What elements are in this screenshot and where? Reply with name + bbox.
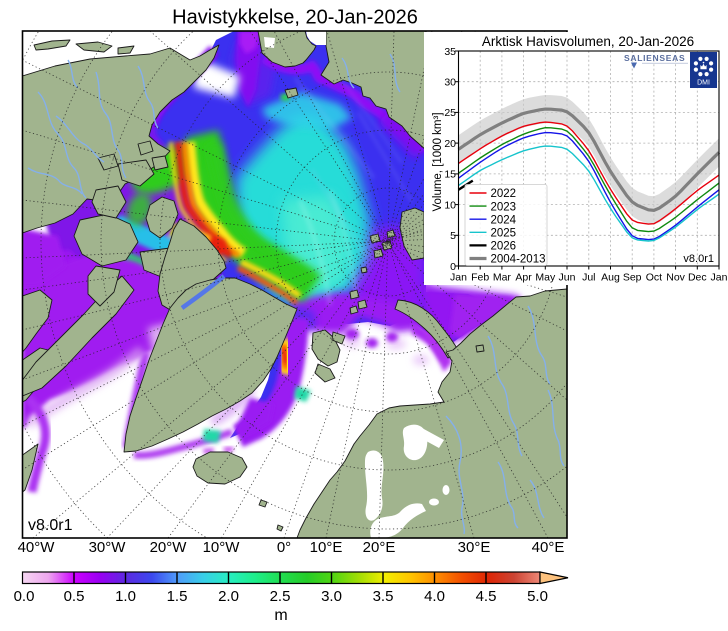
svg-text:2023: 2023	[491, 201, 517, 213]
svg-text:2.5: 2.5	[270, 588, 291, 605]
svg-text:10°W: 10°W	[203, 539, 241, 556]
svg-text:Jul: Jul	[582, 272, 595, 284]
svg-text:10: 10	[444, 199, 456, 211]
svg-text:30: 30	[444, 77, 456, 89]
svg-text:m: m	[274, 607, 287, 624]
svg-text:Dec: Dec	[688, 272, 707, 284]
svg-text:4.5: 4.5	[476, 588, 497, 605]
svg-text:35: 35	[444, 46, 456, 58]
svg-text:20°W: 20°W	[150, 539, 188, 556]
svg-text:1.0: 1.0	[115, 588, 136, 605]
svg-text:Apr: Apr	[515, 272, 532, 284]
svg-text:5.0: 5.0	[527, 588, 548, 605]
svg-text:30°E: 30°E	[458, 539, 491, 556]
svg-text:Sep: Sep	[623, 272, 642, 284]
svg-text:0.0: 0.0	[14, 588, 35, 605]
svg-text:Volume, [1000 km³]: Volume, [1000 km³]	[432, 112, 444, 211]
svg-text:2022: 2022	[491, 188, 517, 200]
svg-text:Jan: Jan	[450, 272, 467, 284]
svg-text:2.0: 2.0	[218, 588, 239, 605]
svg-text:15: 15	[444, 169, 456, 181]
svg-text:40°E: 40°E	[532, 539, 565, 556]
svg-text:20: 20	[444, 138, 456, 150]
svg-text:0°: 0°	[277, 539, 291, 556]
svg-text:5: 5	[450, 230, 456, 242]
svg-text:2004-2013: 2004-2013	[491, 254, 546, 266]
svg-text:3.0: 3.0	[321, 588, 342, 605]
svg-text:10°E: 10°E	[310, 539, 343, 556]
svg-text:2024: 2024	[491, 214, 517, 226]
svg-text:Arktisk Havisvolumen, 20-Jan-2: Arktisk Havisvolumen, 20-Jan-2026	[482, 34, 694, 49]
svg-text:1.5: 1.5	[167, 588, 188, 605]
svg-text:v8.0r1: v8.0r1	[683, 253, 714, 265]
svg-text:Aug: Aug	[601, 272, 620, 284]
svg-text:4.0: 4.0	[424, 588, 445, 605]
svg-text:20°E: 20°E	[363, 539, 396, 556]
svg-text:v8.0r1: v8.0r1	[28, 517, 73, 534]
svg-text:30°W: 30°W	[89, 539, 127, 556]
svg-text:Jun: Jun	[559, 272, 576, 284]
svg-text:3.5: 3.5	[373, 588, 394, 605]
svg-text:Havistykkelse, 20-Jan-2026: Havistykkelse, 20-Jan-2026	[172, 7, 418, 29]
svg-text:2026: 2026	[491, 241, 517, 253]
svg-text:Jan: Jan	[711, 272, 728, 284]
svg-text:25: 25	[444, 107, 456, 119]
svg-text:Feb: Feb	[471, 272, 489, 284]
svg-text:Nov: Nov	[666, 272, 685, 284]
svg-text:2025: 2025	[491, 228, 517, 240]
svg-text:0.5: 0.5	[64, 588, 85, 605]
svg-text:Oct: Oct	[646, 272, 662, 284]
svg-text:DMI: DMI	[697, 80, 710, 87]
svg-text:May: May	[535, 272, 556, 284]
svg-text:Mar: Mar	[493, 272, 512, 284]
svg-text:40°W: 40°W	[18, 539, 56, 556]
svg-text:0: 0	[450, 261, 456, 273]
svg-text:SALIENSEAS: SALIENSEAS	[624, 53, 685, 63]
